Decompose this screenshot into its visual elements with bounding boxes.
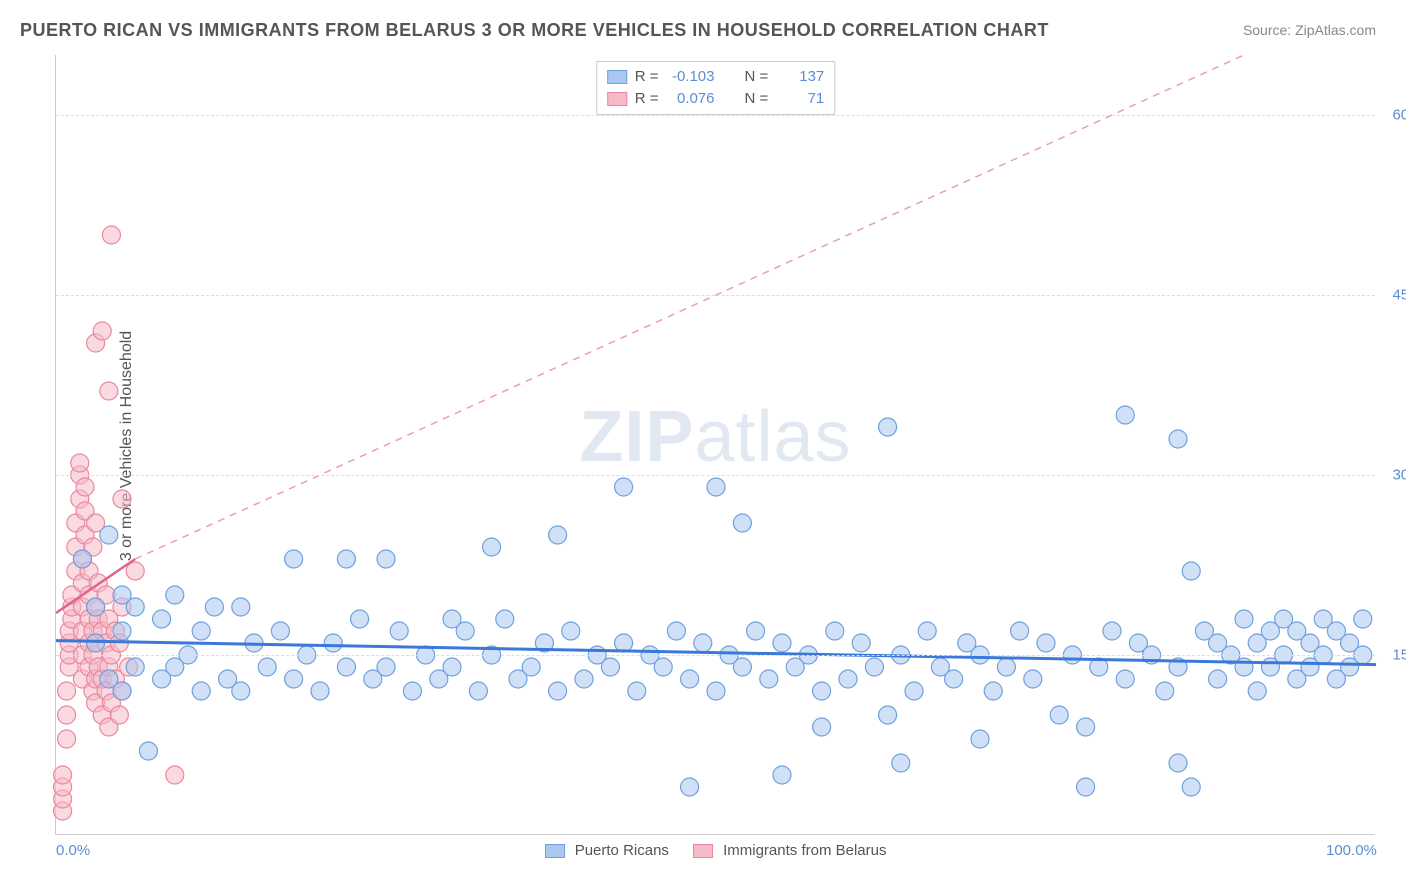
chart-svg	[56, 55, 1375, 834]
stats-row-a: R = -0.103 N = 137	[607, 66, 825, 88]
y-tick-label: 15.0%	[1392, 647, 1406, 664]
x-tick-label: 0.0%	[56, 842, 90, 859]
swatch-b-icon	[607, 92, 627, 106]
swatch-a-icon	[545, 844, 565, 858]
swatch-a-icon	[607, 70, 627, 84]
gridline	[56, 475, 1375, 476]
legend-label-a: Puerto Ricans	[575, 842, 669, 859]
gridline	[56, 115, 1375, 116]
y-tick-label: 30.0%	[1392, 467, 1406, 484]
n-label: N =	[745, 88, 769, 110]
y-tick-label: 60.0%	[1392, 107, 1406, 124]
source-label: Source: ZipAtlas.com	[1243, 22, 1376, 38]
gridline	[56, 655, 1375, 656]
y-tick-label: 45.0%	[1392, 287, 1406, 304]
r-label: R =	[635, 88, 659, 110]
legend-item-a: Puerto Ricans	[545, 842, 669, 859]
plot-area: ZIPatlas R = -0.103 N = 137 R = 0.076 N …	[55, 55, 1375, 835]
r-value-b: 0.076	[667, 88, 715, 110]
swatch-b-icon	[693, 844, 713, 858]
x-tick-label: 100.0%	[1326, 842, 1377, 859]
gridline	[56, 295, 1375, 296]
r-label: R =	[635, 66, 659, 88]
series-legend: Puerto Ricans Immigrants from Belarus	[545, 842, 887, 859]
legend-label-b: Immigrants from Belarus	[723, 842, 886, 859]
n-label: N =	[745, 66, 769, 88]
stats-legend: R = -0.103 N = 137 R = 0.076 N = 71	[596, 61, 836, 115]
chart-title: PUERTO RICAN VS IMMIGRANTS FROM BELARUS …	[20, 20, 1049, 41]
r-value-a: -0.103	[667, 66, 715, 88]
legend-item-b: Immigrants from Belarus	[693, 842, 887, 859]
stats-row-b: R = 0.076 N = 71	[607, 88, 825, 110]
n-value-b: 71	[776, 88, 824, 110]
n-value-a: 137	[776, 66, 824, 88]
